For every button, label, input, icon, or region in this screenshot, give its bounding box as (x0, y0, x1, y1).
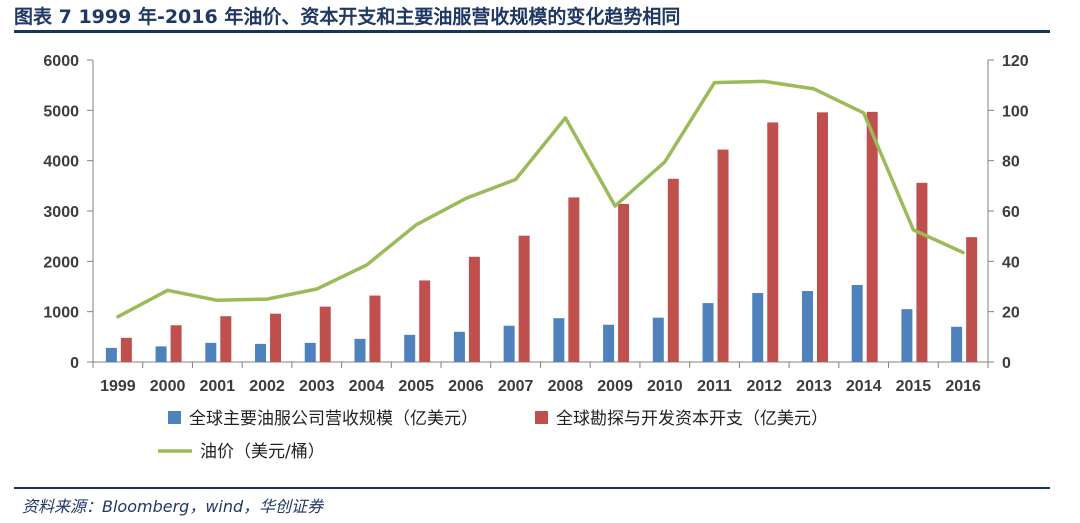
axes: 0 1000 2000 3000 4000 5000 6000 0 20 40 60 80 100 120… (43, 53, 1028, 395)
bar-capex-2013 (816, 112, 828, 362)
x-axis-tick-label: 2002 (249, 378, 285, 395)
bar-capex-2008 (568, 197, 580, 362)
oil-price-line-path (116, 79, 965, 319)
bar-capex-2001 (220, 316, 232, 362)
x-axis-tick-label: 2004 (349, 378, 385, 395)
bar-oil-service-revenue-2013 (801, 291, 813, 362)
legend-item-oil-service-revenue-label: 全球主要油服公司营收规模（亿美元） (189, 409, 478, 429)
x-axis-tick-label: 2013 (796, 378, 832, 395)
bar-oil-service-revenue-2002 (255, 343, 267, 362)
bar-oil-service-revenue-2016 (951, 326, 963, 362)
title-rule (14, 30, 1050, 33)
bar-oil-service-revenue-2012 (752, 293, 764, 362)
bar-capex-1999 (120, 337, 132, 362)
bar-oil-service-revenue-2000 (155, 346, 167, 362)
bar-oil-service-revenue-2009 (603, 324, 615, 362)
left-axis-tick-label: 2000 (43, 254, 79, 271)
bar-capex-2002 (270, 313, 282, 362)
x-axis-tick-label: 2012 (746, 378, 782, 395)
bar-capex-2003 (319, 306, 331, 362)
bar-oil-service-revenue-2008 (553, 318, 565, 362)
x-axis-tick-label: 2003 (299, 378, 335, 395)
bar-oil-service-revenue-2007 (503, 325, 515, 362)
combo-chart: 0 1000 2000 3000 4000 5000 6000 0 20 40 60 80 100 120… (43, 53, 1028, 462)
x-axis-tick-label: 2015 (896, 378, 932, 395)
x-axis-tick-label: 2011 (697, 378, 732, 395)
bars (105, 111, 978, 363)
right-axis-tick-label: 100 (1002, 103, 1029, 120)
source-rule (14, 487, 1050, 489)
right-axis-tick-label: 0 (1002, 355, 1011, 372)
figure-title: 图表 7 1999 年-2016 年油价、资本开支和主要油服营收规模的变化趋势相… (14, 6, 681, 28)
bar-oil-service-revenue-2015 (901, 309, 913, 362)
right-axis-tick-label: 60 (1002, 204, 1020, 221)
left-axis-tick-label: 4000 (43, 154, 79, 171)
right-axis-tick-label: 80 (1002, 154, 1020, 171)
legend: 全球主要油服公司营收规模（亿美元） 全球勘探与开发资本开支（亿美元） 油价（美元/桶… (158, 409, 828, 462)
bar-capex-2005 (419, 280, 431, 362)
left-axis-tick-label: 1000 (43, 305, 79, 322)
bar-oil-service-revenue-2011 (702, 303, 714, 362)
x-axis-tick-label: 2006 (448, 378, 484, 395)
x-axis-tick-label: 2005 (398, 378, 434, 395)
left-axis-tick-label: 0 (70, 355, 79, 372)
bar-capex-2015 (916, 182, 928, 362)
oil-price-line (116, 79, 965, 319)
source-note: 资料来源：Bloomberg，wind，华创证券 (22, 497, 324, 516)
bar-capex-2011 (717, 149, 729, 362)
x-axis-tick-label: 2001 (200, 378, 236, 395)
right-axis-tick-label: 120 (1002, 53, 1029, 70)
x-axis-tick-label: 2009 (597, 378, 633, 395)
bar-capex-2006 (468, 256, 480, 362)
legend-item-capex-swatch (535, 411, 548, 424)
bar-oil-service-revenue-2001 (205, 342, 217, 362)
bar-capex-2009 (618, 203, 630, 362)
x-axis-tick-label: 2014 (846, 378, 882, 395)
bar-capex-2016 (966, 237, 978, 362)
x-axis-tick-label: 1999 (100, 378, 136, 395)
bar-capex-2007 (518, 235, 530, 362)
bar-oil-service-revenue-2003 (304, 342, 316, 362)
legend-item-oil-price-label: 油价（美元/桶） (200, 442, 325, 462)
left-axis-tick-label: 5000 (43, 103, 79, 120)
right-axis-tick-label: 40 (1002, 254, 1020, 271)
bar-capex-2014 (866, 111, 878, 363)
bar-capex-2000 (170, 325, 182, 362)
left-axis-tick-label: 6000 (43, 53, 79, 70)
left-axis-tick-label: 3000 (43, 204, 79, 221)
right-axis-tick-label: 20 (1002, 305, 1020, 322)
bar-capex-2010 (667, 178, 679, 362)
x-axis-tick-label: 2008 (548, 378, 584, 395)
bar-capex-2012 (767, 122, 779, 362)
x-axis-tick-label: 2010 (647, 378, 683, 395)
legend-item-capex-label: 全球勘探与开发资本开支（亿美元） (556, 409, 828, 429)
x-axis-tick-label: 2000 (150, 378, 186, 395)
bar-oil-service-revenue-2005 (404, 334, 416, 362)
bar-oil-service-revenue-1999 (105, 347, 117, 362)
bar-oil-service-revenue-2004 (354, 338, 366, 362)
bar-capex-2004 (369, 295, 381, 362)
x-axis-tick-label: 2016 (945, 378, 981, 395)
bar-oil-service-revenue-2010 (652, 317, 664, 362)
legend-item-oil-service-revenue-swatch (168, 411, 181, 424)
bar-oil-service-revenue-2014 (851, 284, 863, 362)
bar-oil-service-revenue-2006 (453, 331, 465, 362)
x-axis-tick-label: 2007 (498, 378, 534, 395)
